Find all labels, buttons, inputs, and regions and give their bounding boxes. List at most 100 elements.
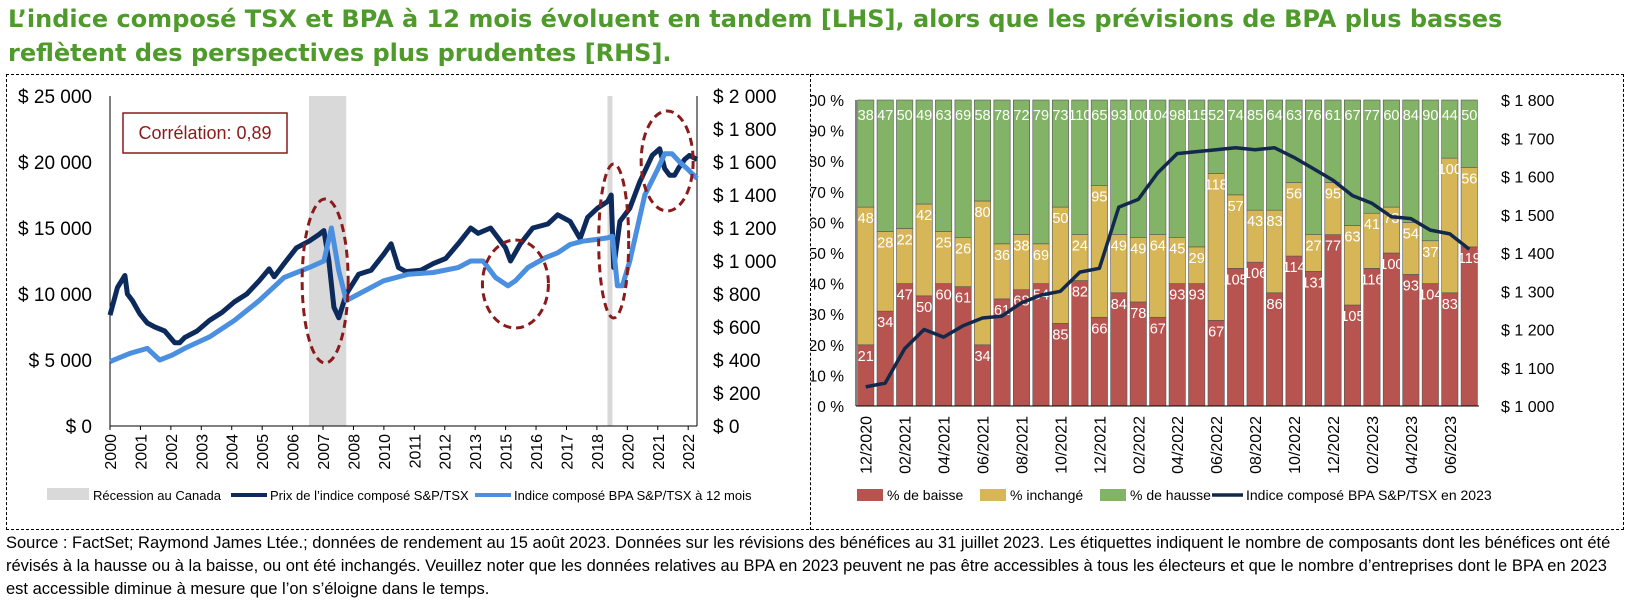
data-label-unchanged: 69 xyxy=(1033,248,1049,264)
bar-rise-12/2022 xyxy=(1324,99,1342,183)
data-label-unchanged: 26 xyxy=(955,242,971,258)
data-label-rise: 79 xyxy=(1033,108,1049,124)
legend-label-eps: Indice composé BPA S&P/TSX à 12 mois xyxy=(514,488,752,503)
data-label-unchanged: 22 xyxy=(897,233,913,249)
data-label-unchanged: 43 xyxy=(1247,214,1263,230)
data-label-decline: 82 xyxy=(1072,285,1088,301)
bar-rise-04/2022 xyxy=(1168,99,1186,238)
x-tick-label: 2006 xyxy=(286,434,303,470)
data-label-rise: 67 xyxy=(1344,108,1360,124)
y-left-tick-label: 60 % xyxy=(811,215,844,232)
data-label-decline: 131 xyxy=(1301,275,1325,291)
data-label-unchanged: 95 xyxy=(1325,187,1341,203)
x-tick-label: 2020 xyxy=(620,434,637,470)
x-tick-label: 2001 xyxy=(133,434,150,470)
data-label-rise: 49 xyxy=(916,108,932,124)
x-tick-label: 08/2022 xyxy=(1248,416,1265,474)
legend-label-decline: % de baisse xyxy=(887,487,963,503)
legend-label-eps-2023: Indice composé BPA S&P/TSX en 2023 xyxy=(1246,487,1492,503)
bar-rise-12/2020 xyxy=(857,99,875,208)
bar-decline-11/2022 xyxy=(1305,271,1322,407)
bar-rise-05/2023 xyxy=(1421,99,1439,242)
legend-swatch-decline xyxy=(857,489,883,501)
highlight-ellipse-2 xyxy=(597,162,631,320)
recession-band-1 xyxy=(607,96,613,426)
data-label-rise: 115 xyxy=(1185,108,1208,124)
data-label-decline: 114 xyxy=(1282,260,1305,276)
y-right-tick-label: $ 1 500 xyxy=(1501,208,1554,225)
data-label-unchanged: 50 xyxy=(1052,211,1068,227)
highlight-ellipse-3 xyxy=(639,109,695,213)
data-label-unchanged: 29 xyxy=(1189,251,1205,267)
series-tsx-price-line xyxy=(107,146,699,346)
data-label-decline: 21 xyxy=(858,349,874,365)
left-chart-tsx-vs-eps: $ 0 $ 5 000 $ 10 000 $ 15 000 $ 20 000 $ 25 0… xyxy=(18,87,776,503)
x-tick-label: 10/2021 xyxy=(1053,416,1070,474)
x-tick-label: 12/2020 xyxy=(859,416,876,474)
bar-decline-02/2023 xyxy=(1363,268,1381,407)
data-label-unchanged: 64 xyxy=(1150,239,1166,255)
data-label-unchanged: 118 xyxy=(1205,177,1228,193)
data-label-decline: 67 xyxy=(1208,324,1224,340)
bar-rise-07/2021 xyxy=(993,99,1011,245)
correlation-box xyxy=(122,112,288,154)
data-label-rise: 84 xyxy=(1403,108,1419,124)
x-tick-label: 02/2023 xyxy=(1365,416,1382,474)
data-label-unchanged: 63 xyxy=(1344,229,1360,245)
series-eps-2023-line xyxy=(865,146,1471,389)
data-label-decline: 78 xyxy=(1130,306,1146,322)
data-label-rise: 38 xyxy=(858,108,874,124)
data-label-unchanged: 36 xyxy=(994,248,1010,264)
x-tick-label: 12/2021 xyxy=(1092,416,1109,474)
data-label-rise: 76 xyxy=(1305,108,1321,124)
data-label-decline: 93 xyxy=(1403,278,1419,294)
data-label-unchanged: 80 xyxy=(974,205,990,221)
data-label-rise: 61 xyxy=(1325,108,1341,124)
chart-title: L’indice composé TSX et BPA à 12 mois év… xyxy=(8,5,1503,67)
bar-rise-09/2021 xyxy=(1032,99,1050,245)
x-tick-label: 2002 xyxy=(164,434,181,470)
data-label-unchanged: 57 xyxy=(1228,199,1244,215)
legend-label-unchanged: % inchangé xyxy=(1010,487,1083,503)
data-label-rise: 110 xyxy=(1068,108,1091,124)
data-label-rise: 77 xyxy=(1364,108,1380,124)
data-label-rise: 52 xyxy=(1208,108,1224,124)
data-label-rise: 50 xyxy=(897,108,913,124)
bar-unchanged-12/2020 xyxy=(857,206,875,346)
x-tick-label: 2008 xyxy=(346,434,363,470)
data-label-rise: 50 xyxy=(1461,108,1477,124)
data-label-decline: 67 xyxy=(1150,321,1166,337)
data-label-decline: 93 xyxy=(1169,288,1185,304)
data-label-decline: 105 xyxy=(1224,272,1248,288)
x-tick-label: 06/2023 xyxy=(1443,416,1460,474)
bar-unchanged-06/2022 xyxy=(1207,173,1225,321)
data-label-rise: 74 xyxy=(1228,108,1244,124)
x-tick-label: 08/2021 xyxy=(1014,416,1031,474)
y-left-tick-label: $ 10 000 xyxy=(18,285,92,306)
y-left-tick-label: $ 25 000 xyxy=(18,87,92,108)
source-note: Source : FactSet; Raymond James Ltée.; d… xyxy=(6,534,1611,598)
data-label-unchanged: 25 xyxy=(936,236,952,252)
data-label-unchanged: 49 xyxy=(1111,239,1127,255)
x-tick-label: 2018 xyxy=(590,434,607,470)
bar-rise-05/2021 xyxy=(954,99,972,238)
data-label-unchanged: 83 xyxy=(1267,214,1283,230)
y-right-tick-label: $ 1 200 xyxy=(1501,323,1554,340)
y-right-tick-label: $ 1 400 xyxy=(713,186,776,207)
data-label-decline: 34 xyxy=(974,349,990,365)
y-right-tick-label: $ 400 xyxy=(713,351,761,372)
x-tick-label: 04/2021 xyxy=(937,416,954,474)
data-label-rise: 100 xyxy=(1126,108,1150,124)
data-label-unchanged: 56 xyxy=(1461,171,1477,187)
bar-rise-08/2021 xyxy=(1013,99,1030,235)
data-label-unchanged: 24 xyxy=(1072,239,1088,255)
y-right-tick-label: $ 800 xyxy=(713,285,761,306)
data-label-rise: 90 xyxy=(1422,108,1438,124)
bar-unchanged-06/2023 xyxy=(1441,157,1459,294)
bar-rise-12/2021 xyxy=(1090,99,1108,186)
x-tick-label: 06/2022 xyxy=(1209,416,1226,474)
data-label-decline: 60 xyxy=(936,288,952,304)
bar-rise-11/2021 xyxy=(1071,99,1089,235)
bar-rise-06/2021 xyxy=(974,99,992,202)
x-tick-label: 2013 xyxy=(468,434,485,470)
